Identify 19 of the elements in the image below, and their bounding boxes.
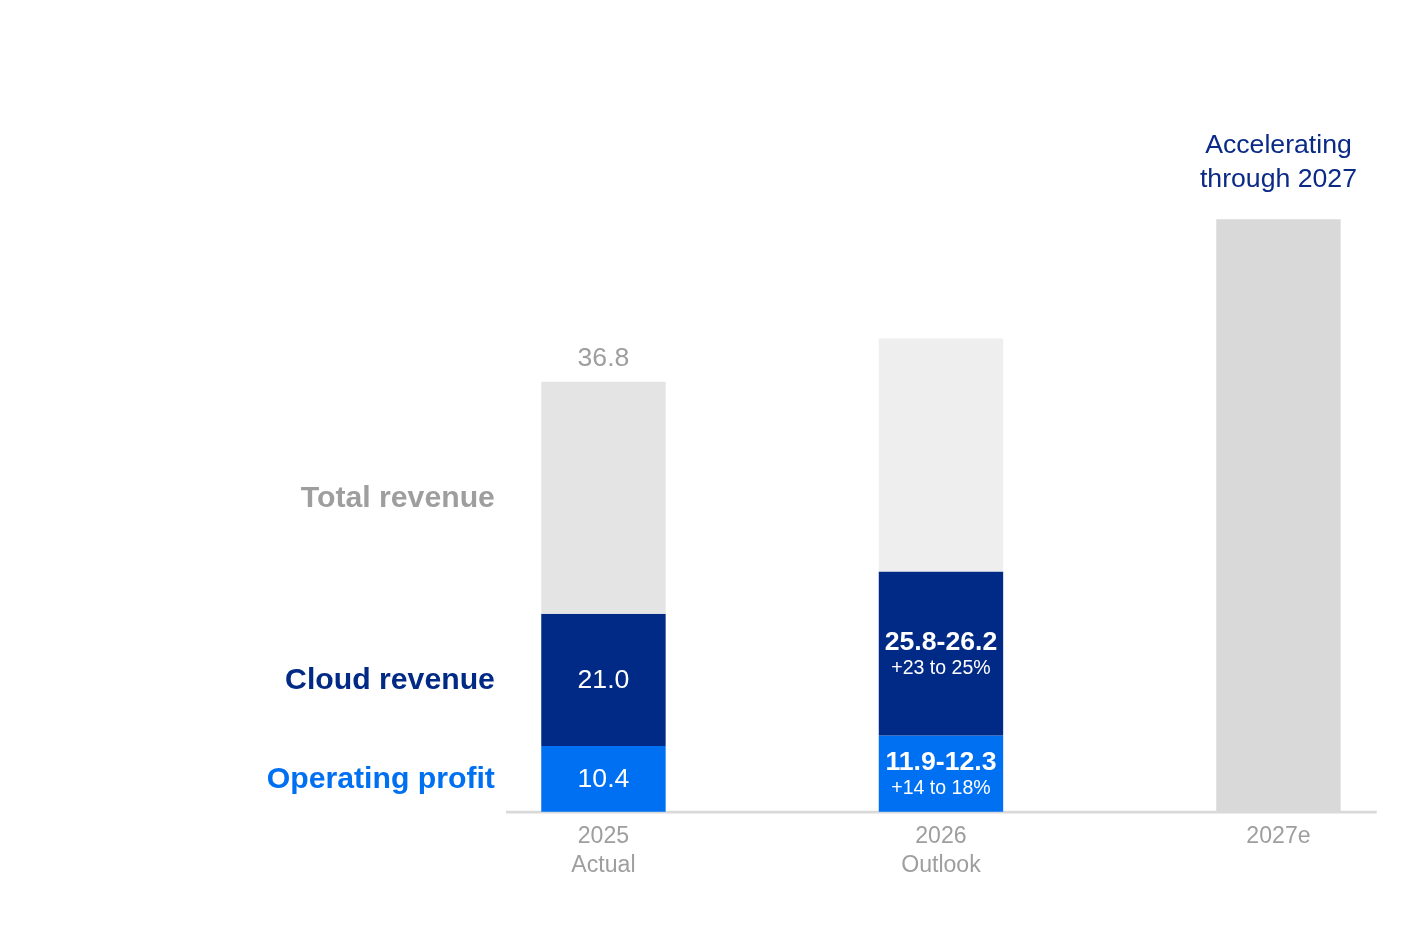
- text: Accelerating through 2027: [1199, 129, 1357, 193]
- annotation: +23 to 25%: [891, 655, 991, 678]
- bar: [541, 381, 666, 614]
- bar: [878, 571, 1004, 736]
- data-label: 11.9-12.3: [885, 745, 997, 776]
- x-tick-label: 2027e: [1246, 822, 1311, 849]
- data-label: 10.4: [577, 762, 630, 793]
- bar: [878, 338, 1004, 572]
- series-label: Total revenue: [300, 479, 495, 513]
- series-label: Operating profit: [266, 760, 495, 794]
- bar: [541, 746, 666, 812]
- data-label: 25.8-26.2: [884, 625, 998, 656]
- x-tick-label: 2025 Actual: [571, 822, 636, 877]
- bar: [541, 613, 666, 747]
- x-tick-label: 2026 Outlook: [901, 822, 982, 877]
- data-label: 21.0: [577, 663, 630, 694]
- series-label: Cloud revenue: [285, 661, 495, 695]
- data-label: 36.8: [577, 341, 630, 372]
- annotation: +14 to 18%: [891, 775, 991, 798]
